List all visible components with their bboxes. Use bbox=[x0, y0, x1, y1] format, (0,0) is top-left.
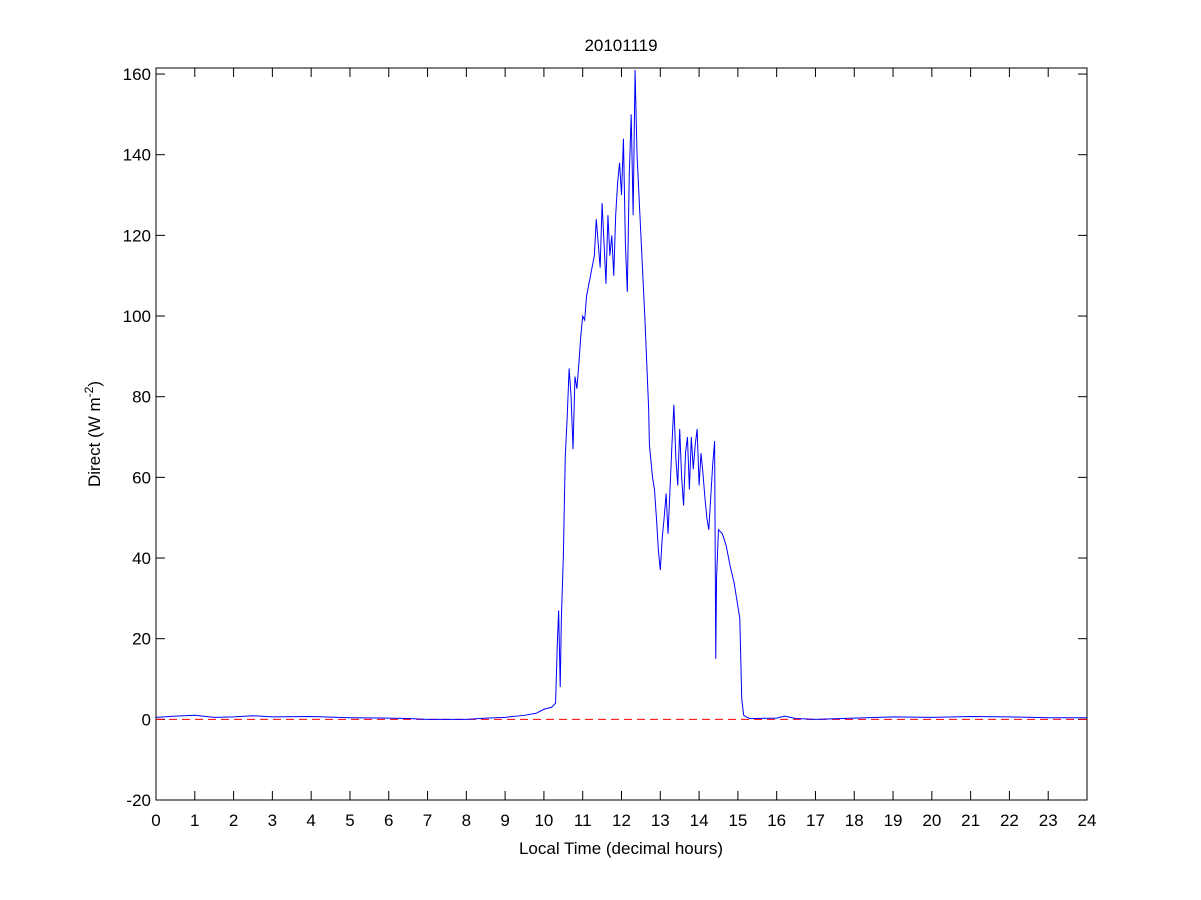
x-tick-label: 0 bbox=[151, 811, 160, 830]
y-tick-label: 80 bbox=[132, 388, 151, 407]
x-axis-label: Local Time (decimal hours) bbox=[519, 839, 723, 858]
x-tick-label: 21 bbox=[961, 811, 980, 830]
x-tick-label: 24 bbox=[1078, 811, 1097, 830]
y-tick-label: 60 bbox=[132, 468, 151, 487]
x-tick-label: 3 bbox=[268, 811, 277, 830]
x-tick-label: 13 bbox=[651, 811, 670, 830]
x-tick-label: 5 bbox=[345, 811, 354, 830]
y-tick-label: 0 bbox=[142, 710, 151, 729]
y-label-end: ) bbox=[85, 381, 104, 387]
x-tick-label: 15 bbox=[728, 811, 747, 830]
y-tick-label: 120 bbox=[123, 226, 151, 245]
x-tick-label: 7 bbox=[423, 811, 432, 830]
x-tick-label: 1 bbox=[190, 811, 199, 830]
y-tick-label: -20 bbox=[126, 791, 151, 810]
y-axis-label: Direct (W m-2) bbox=[82, 381, 104, 487]
x-tick-label: 19 bbox=[884, 811, 903, 830]
x-tick-label: 18 bbox=[845, 811, 864, 830]
x-tick-label: 4 bbox=[306, 811, 315, 830]
x-tick-label: 11 bbox=[574, 811, 592, 830]
plot-area bbox=[155, 67, 1088, 801]
x-tick-label: 17 bbox=[806, 811, 825, 830]
y-label-text: Direct (W m bbox=[85, 397, 104, 487]
chart-title: 20101119 bbox=[584, 36, 657, 55]
y-tick-label: 20 bbox=[132, 630, 151, 649]
y-tick-label: 160 bbox=[123, 65, 151, 84]
y-tick-label: 100 bbox=[123, 307, 151, 326]
x-tick-label: 23 bbox=[1039, 811, 1058, 830]
x-tick-label: 2 bbox=[229, 811, 238, 830]
x-tick-label: 8 bbox=[462, 811, 471, 830]
x-tick-label: 10 bbox=[534, 811, 553, 830]
x-tick-label: 22 bbox=[1000, 811, 1019, 830]
x-tick-label: 12 bbox=[612, 811, 631, 830]
x-tick-label: 14 bbox=[690, 811, 709, 830]
x-tick-label: 9 bbox=[500, 811, 509, 830]
y-label-superscript: -2 bbox=[82, 386, 96, 397]
x-tick-label: 16 bbox=[767, 811, 786, 830]
x-tick-label: 20 bbox=[922, 811, 941, 830]
y-tick-label: 140 bbox=[123, 146, 151, 165]
data-line bbox=[156, 70, 1087, 720]
x-tick-label: 6 bbox=[384, 811, 393, 830]
y-tick-label: 40 bbox=[132, 549, 151, 568]
